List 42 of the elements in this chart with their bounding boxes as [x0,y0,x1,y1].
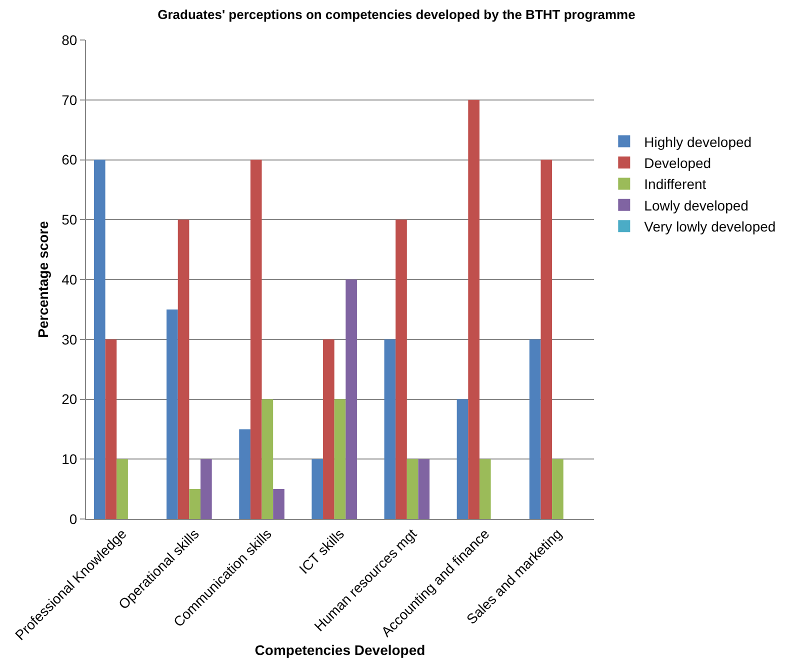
bar [116,459,128,519]
y-axis-title: Percentage score [35,220,51,338]
x-axis-title: Competencies Developed [254,642,426,658]
legend-label: Very lowly developed [644,218,776,235]
bar [239,429,250,519]
chart-title: Graduates' perceptions on competencies developed by the BTHT programme [158,7,636,22]
bar [396,220,407,519]
bar [334,399,346,519]
bar [262,399,274,519]
y-tick-label: 60 [62,152,78,168]
bar [250,160,262,519]
bar [384,339,396,519]
y-tick-label: 0 [69,510,78,527]
y-tick-label: 10 [62,451,78,468]
bar [456,399,468,519]
bar [552,459,564,519]
bar [312,459,324,519]
bar [189,489,201,519]
bar [323,339,334,519]
bar [166,309,178,519]
y-tick-label: 80 [62,32,78,48]
bar [540,160,552,519]
legend-label: Lowly developed [644,197,748,214]
bar [178,220,190,519]
y-tick-label: 20 [62,391,78,408]
legend-label: Indifferent [644,176,706,192]
bar [273,489,284,519]
legend-label: Developed [644,154,712,171]
bar [479,459,491,519]
y-tick-label: 50 [62,212,78,228]
y-tick-label: 40 [62,271,78,288]
y-tick-label: 30 [62,331,78,348]
bar [418,459,430,519]
bar [346,280,357,519]
bar [94,160,106,519]
y-tick-label: 70 [62,92,78,108]
bar [529,339,541,519]
bar [406,459,418,519]
bar [468,100,480,519]
bar [105,339,117,519]
bar [200,459,212,519]
legend-label: Highly developed [644,134,752,150]
